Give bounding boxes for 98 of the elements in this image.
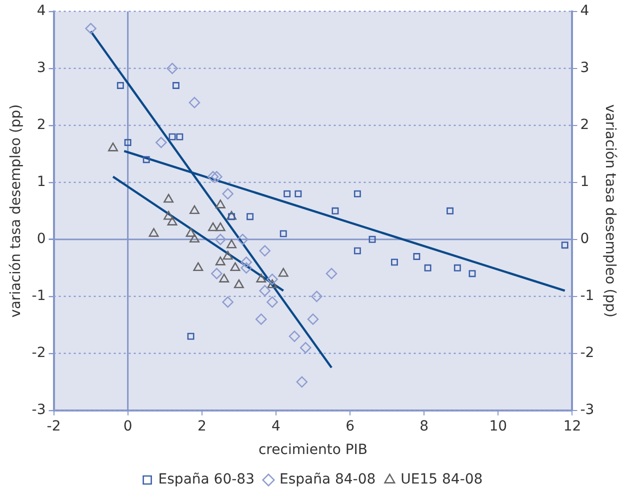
y2-tick-label: 0 <box>580 231 590 248</box>
y2-tick-label: 1 <box>580 174 590 190</box>
point <box>259 285 271 296</box>
point <box>246 213 254 220</box>
point <box>454 264 461 272</box>
point <box>266 296 278 308</box>
point <box>172 82 180 89</box>
point <box>207 171 219 182</box>
point <box>168 133 176 140</box>
point <box>255 314 267 325</box>
point <box>215 256 226 266</box>
point <box>296 376 308 388</box>
y2-axis-title: variación tasa desempleo (pp) <box>602 104 618 318</box>
point <box>208 222 218 232</box>
point <box>190 205 200 214</box>
point <box>166 62 178 74</box>
point <box>240 256 252 268</box>
point <box>108 142 118 152</box>
point <box>332 207 339 214</box>
point <box>214 234 226 246</box>
point <box>234 279 244 288</box>
point <box>176 133 184 140</box>
y-tick-label: 3 <box>36 60 46 76</box>
y-tick-label: 2 <box>36 117 46 134</box>
y-tick-label: -1 <box>32 288 46 304</box>
point <box>424 264 432 272</box>
point <box>326 268 338 280</box>
point <box>222 296 234 308</box>
y2-tick-label: -1 <box>580 288 594 304</box>
y2-tick-label: 2 <box>580 117 590 134</box>
point <box>142 156 150 164</box>
point <box>124 139 132 146</box>
point <box>148 228 159 237</box>
x-tick-label: 10 <box>489 418 508 434</box>
y-axis-title: variación tasa desempleo (pp) <box>8 104 24 318</box>
legend-label: España 84-08 <box>279 472 376 488</box>
y2-tick-label: 3 <box>580 60 590 76</box>
x-tick-label: 6 <box>346 418 355 434</box>
point <box>294 190 302 198</box>
point <box>267 279 278 288</box>
y-tick-label: -3 <box>32 402 46 418</box>
point <box>211 268 222 280</box>
point <box>85 22 96 34</box>
point <box>311 290 322 302</box>
x-tick-label: 12 <box>563 418 582 434</box>
point <box>354 190 361 198</box>
point <box>156 136 167 148</box>
point <box>164 194 174 203</box>
point <box>266 274 278 285</box>
point <box>300 342 312 354</box>
x-axis-title: crecimiento PIB <box>258 442 368 458</box>
point <box>219 274 230 282</box>
y2-tick-label: -2 <box>580 345 594 362</box>
point <box>354 247 361 254</box>
legend-label: UE15 84-08 <box>400 472 483 488</box>
point <box>222 250 233 260</box>
point <box>211 171 222 182</box>
point <box>226 239 237 248</box>
point <box>190 234 200 243</box>
point <box>215 200 226 208</box>
point <box>288 330 300 342</box>
x-tick-label: -2 <box>46 418 61 434</box>
y-tick-label: -2 <box>32 345 46 362</box>
point <box>391 258 398 266</box>
x-tick-label: 8 <box>420 418 429 434</box>
y2-tick-label: -3 <box>580 402 594 418</box>
point <box>280 230 287 238</box>
point <box>222 188 234 200</box>
point <box>236 234 248 246</box>
point <box>468 270 476 278</box>
point <box>413 253 420 260</box>
point <box>259 245 271 256</box>
y-tick-label: 1 <box>36 174 46 190</box>
point <box>446 207 454 214</box>
x-tick-label: 0 <box>123 418 132 434</box>
point <box>278 268 288 277</box>
point <box>368 236 376 243</box>
point <box>187 332 194 340</box>
point <box>561 242 568 249</box>
point <box>186 228 196 237</box>
x-tick-label: 4 <box>272 418 281 434</box>
point <box>256 274 266 282</box>
point <box>215 222 226 232</box>
point <box>240 262 252 274</box>
point <box>307 314 319 325</box>
point <box>284 190 291 198</box>
point <box>188 96 200 108</box>
legend-label: España 60-83 <box>158 472 254 488</box>
y-tick-label: 0 <box>36 231 46 248</box>
point <box>230 262 240 272</box>
y2-tick-label: 4 <box>580 3 590 20</box>
y-tick-label: 4 <box>36 3 46 20</box>
point <box>116 82 124 89</box>
point <box>226 210 237 220</box>
x-tick-label: 2 <box>197 418 206 434</box>
point <box>167 216 178 226</box>
point <box>193 262 204 272</box>
point <box>164 210 174 220</box>
